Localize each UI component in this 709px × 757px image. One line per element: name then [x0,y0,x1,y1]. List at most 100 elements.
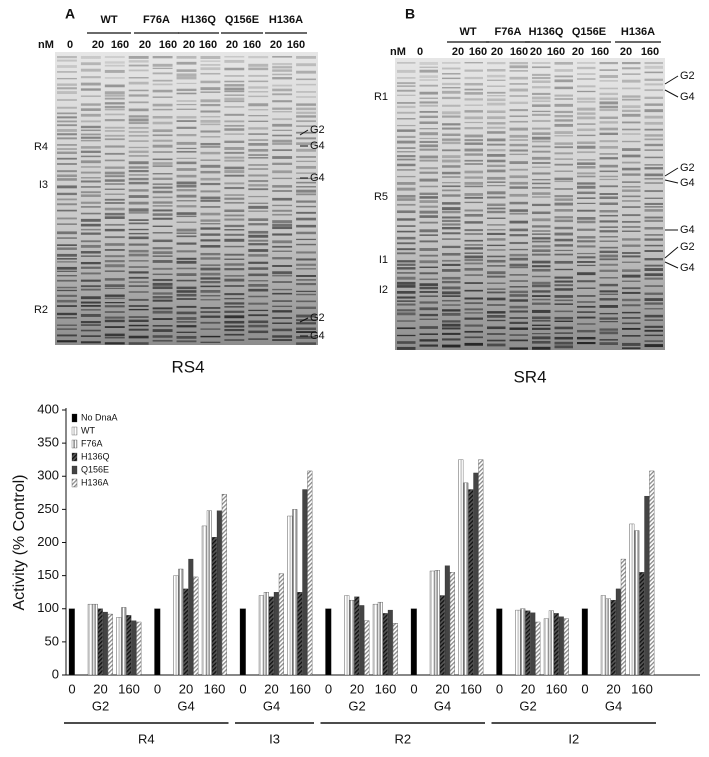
gel-band [128,122,149,125]
bar [558,616,564,676]
gel-band [622,304,641,307]
gel-band [296,275,316,277]
gel-band [644,71,663,74]
gel-band [464,193,483,196]
gel-band [224,140,245,143]
gel-band [487,122,506,125]
gel-band [296,279,316,281]
gel-band [176,260,197,264]
gel-band [104,91,125,95]
gel-band [464,342,483,346]
gel-band [152,183,173,186]
gel-band [80,160,101,164]
gel-band [152,232,173,234]
gel-band [532,346,551,350]
gel-band [554,216,573,219]
gel-band [644,292,663,295]
gel-band [200,252,221,256]
gel-band [397,62,416,64]
gel-band [599,312,618,315]
gel-band [128,243,149,246]
gel-band [224,94,245,96]
gel-band [224,310,245,313]
bar [297,592,303,676]
gel-band [644,258,663,261]
panel-letter: B [405,6,415,22]
gel-band [419,62,438,65]
gel-band [224,229,245,231]
gel-band [80,228,101,231]
gel-band [419,75,438,78]
gel-band [622,298,641,302]
legend-label: H136Q [81,451,110,461]
gel-band [152,296,173,299]
gel-band [57,266,77,270]
gel-band [577,107,596,111]
bar [173,575,179,676]
gel-band [176,298,197,300]
gel-band [224,84,245,87]
gel-band [442,104,461,107]
legend-swatch [71,439,78,449]
gel-band [622,322,641,325]
gel-band [442,133,461,137]
gel-band [464,302,483,305]
gel-band [80,171,101,174]
gel-band [532,150,551,153]
gel-band [532,324,551,327]
gel-band [176,157,197,159]
gel-band [509,134,528,138]
gel-band [152,310,173,314]
gel-band [104,175,125,178]
gel-band [152,139,173,142]
gel-band [644,65,663,69]
gel-band [464,244,483,246]
gel-band [248,168,269,170]
gel-band [419,200,438,203]
gel-band [104,69,125,73]
gel-band [554,119,573,122]
gel-band [224,339,245,341]
gel-band [644,334,663,337]
gel-band [487,275,506,278]
bar [434,570,440,676]
gel-band [554,75,573,78]
gel-band [532,62,551,64]
gel-band [176,273,197,276]
x-tick-label: 160 [546,681,568,696]
gel-band [554,180,573,183]
gel-band [442,149,461,152]
gel-band [442,226,461,230]
gel-band [296,251,316,254]
gel-band [57,151,77,154]
bar [372,603,378,676]
bar [97,608,103,676]
gel-band [419,110,438,113]
gel-band [296,300,316,303]
gel-band [296,263,316,266]
bar [620,558,626,676]
gel-band [464,229,483,232]
gel-band [464,69,483,72]
gel-band [152,205,173,207]
gel-band [599,320,618,323]
gel-band [152,177,173,180]
bar [496,608,503,676]
gel-band [80,68,101,72]
group-label: I3 [269,731,280,746]
gel-band [272,142,293,145]
gel-band [248,115,269,117]
gel-band [128,319,149,323]
gel-band [200,219,221,222]
gel-band [554,316,573,320]
gel-band [397,147,416,149]
gel-band [599,226,618,228]
gel-band [442,216,461,219]
gel-band [272,226,293,230]
gel-band [104,264,125,268]
gel-band [104,255,125,258]
gel-band [200,272,221,276]
gel-band [464,82,483,86]
gel-band [200,72,221,75]
gel-band [57,198,77,201]
